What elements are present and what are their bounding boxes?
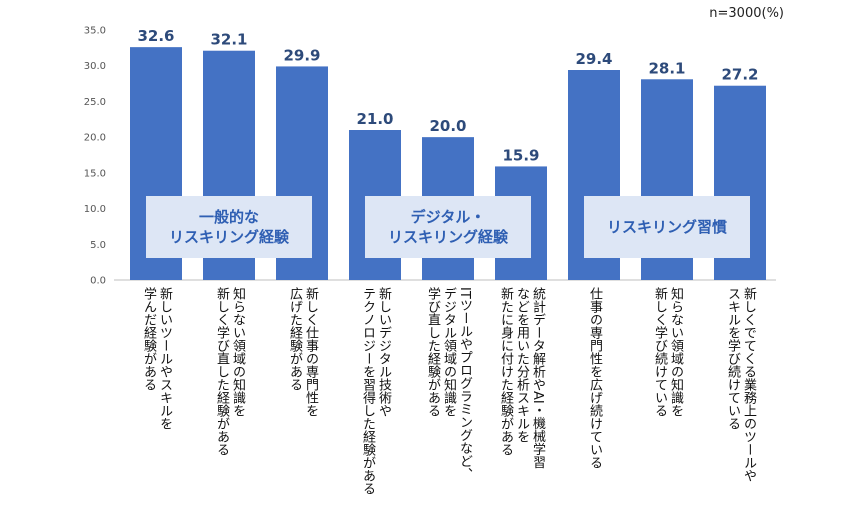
sample-size-note: n=3000(%)	[709, 6, 784, 21]
group-label-2: デジタル・リスキリング経験	[388, 208, 509, 246]
value-label-6: 15.9	[502, 146, 539, 164]
y-tick-label: 25.0	[84, 97, 106, 108]
y-tick-label: 35.0	[84, 26, 106, 37]
category-label-4: 新しいデジタル技術や テクノロジーを習得した経験がある	[360, 287, 391, 495]
group-label-1: 一般的なリスキリング経験	[169, 208, 290, 246]
category-label-8: 知らない領域の知識を 新しく学び続けている	[652, 287, 683, 417]
y-tick-label: 30.0	[84, 61, 106, 72]
category-label-2: 知らない領域の知識を 新しく学び直した経験がある	[214, 287, 245, 456]
category-label-6: 統計データ解析やAI・機械学習 などを用いた分析スキルを 新たに身に付けた経験が…	[498, 287, 545, 469]
category-label-1: 新しいツールやスキルを 学んだ経験がある	[141, 287, 172, 430]
value-label-2: 32.1	[210, 31, 247, 49]
y-tick-label: 10.0	[84, 204, 106, 215]
group-label-box-1	[146, 196, 312, 258]
value-label-3: 29.9	[283, 46, 320, 64]
y-tick-label: 0.0	[90, 276, 106, 287]
category-label-7: 仕事の専門性を広げ続けている	[587, 287, 602, 469]
group-label-3: リスキリング習慣	[607, 218, 727, 236]
category-label-9: 新しくでてくる業務上のツールや スキルを学び続けている	[725, 287, 756, 482]
y-tick-label: 5.0	[90, 240, 106, 251]
value-label-7: 29.4	[575, 50, 612, 68]
category-label-5: ITツールやプログラミングなど、 デジタル領域の知識を 学び直した経験がある	[425, 287, 472, 481]
bar-chart: 0.0 5.0 10.0 15.0 20.0 25.0 30.0 35.0 32.6 32.1 29…	[84, 26, 776, 287]
value-label-5: 20.0	[429, 117, 466, 135]
category-label-3: 新しく仕事の専門性を 広げた経験がある	[287, 287, 318, 417]
y-tick-label: 15.0	[84, 168, 106, 179]
value-label-4: 21.0	[356, 110, 393, 128]
group-label-box-3	[584, 196, 750, 258]
group-label-box-2	[365, 196, 531, 258]
y-tick-label: 20.0	[84, 133, 106, 144]
value-label-9: 27.2	[721, 66, 758, 84]
value-label-1: 32.6	[137, 27, 174, 45]
value-label-8: 28.1	[648, 59, 685, 77]
